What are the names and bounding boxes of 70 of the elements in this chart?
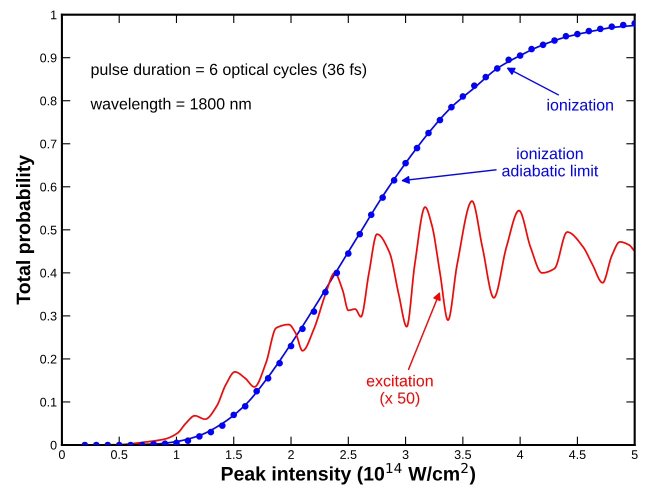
- y-axis-title: Total probability: [16, 155, 34, 305]
- point: [173, 440, 180, 445]
- point: [448, 104, 455, 110]
- point: [345, 250, 352, 257]
- y-tick-label: 0: [50, 440, 57, 450]
- x-tick-label: 4: [516, 450, 524, 459]
- point: [460, 93, 466, 100]
- y-tick-label: 0.3: [40, 312, 57, 321]
- point: [414, 144, 420, 152]
- point: [288, 342, 294, 350]
- point: [299, 326, 306, 332]
- point: [494, 65, 501, 72]
- x-tick-label: 4.5: [569, 450, 586, 460]
- annotation: pulse duration = 6 optical cycles (36 fs): [92, 63, 366, 78]
- point: [608, 23, 616, 30]
- point: [196, 433, 203, 440]
- annotation: wavelength = 1800 nm: [90, 98, 251, 113]
- x-tick-label: 1.5: [226, 450, 242, 460]
- annotation: ionization adiabatic limit: [502, 148, 598, 176]
- x-tick-label: 2.5: [340, 450, 356, 460]
- x-tick-label: 0: [58, 450, 65, 460]
- point: [562, 32, 570, 40]
- x-tick-label: 3: [402, 450, 409, 460]
- point: [471, 82, 478, 89]
- y-tick-label: 0.5: [40, 226, 57, 234]
- point: [516, 52, 524, 59]
- x-tick-label: 5: [632, 450, 638, 460]
- x-tick-label: 0.5: [110, 450, 128, 460]
- y-tick-label: 0.4: [40, 268, 57, 278]
- point: [356, 230, 364, 238]
- point: [334, 270, 340, 276]
- point: [402, 160, 409, 166]
- x-axis-title: Peak intensity (10$^{14}$ W/cm$^{2}$): [222, 462, 476, 484]
- point: [379, 194, 386, 201]
- point: [574, 30, 581, 38]
- annotation: ionization: [548, 98, 613, 111]
- point: [482, 74, 490, 80]
- point: [436, 116, 444, 124]
- point: [390, 177, 398, 184]
- annotation: excitation (x 50): [366, 374, 433, 407]
- y-tick-label: 0.6: [40, 182, 57, 192]
- point: [230, 412, 238, 418]
- point: [242, 402, 248, 410]
- point: [253, 388, 260, 394]
- point: [540, 42, 546, 48]
- point: [162, 440, 168, 445]
- point: [276, 360, 283, 367]
- point: [528, 46, 535, 52]
- x-tick-label: 3.5: [454, 450, 472, 460]
- point: [586, 28, 592, 34]
- point: [425, 130, 432, 136]
- point: [184, 437, 192, 444]
- point: [620, 22, 627, 28]
- x-tick-label: 1: [174, 450, 180, 459]
- point: [219, 422, 226, 429]
- point: [551, 37, 558, 44]
- point: [264, 374, 272, 382]
- y-tick-label: 1: [51, 10, 56, 20]
- point: [505, 56, 512, 64]
- y-tick-label: 0.1: [40, 398, 56, 407]
- point: [310, 308, 318, 315]
- point: [208, 428, 214, 436]
- point: [597, 26, 604, 32]
- y-tick-label: 0.8: [40, 96, 57, 106]
- y-tick-label: 0.7: [40, 140, 56, 148]
- point: [368, 211, 375, 218]
- point: [322, 288, 329, 296]
- x-tick-label: 2: [288, 450, 294, 459]
- y-tick-label: 0.9: [40, 54, 56, 62]
- y-tick-label: 0.2: [40, 354, 56, 364]
